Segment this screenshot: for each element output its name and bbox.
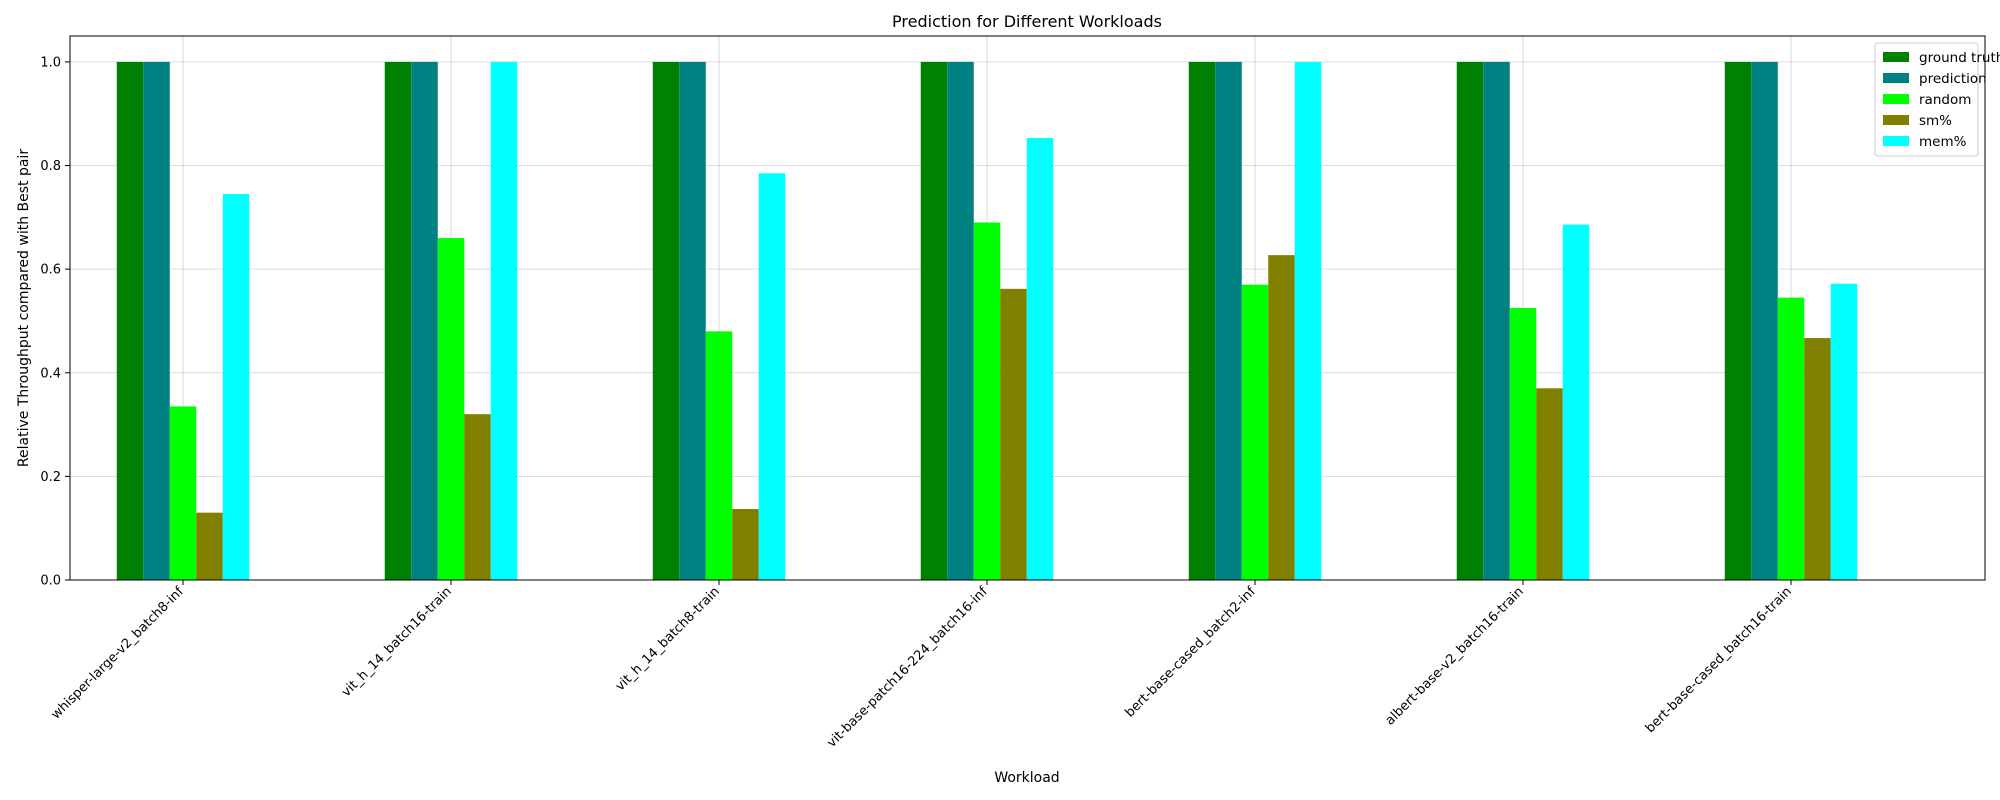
legend-swatch — [1883, 52, 1909, 62]
bar-random — [973, 222, 1001, 580]
bar-ground-truth — [1724, 61, 1752, 580]
y-tick-label: 0.6 — [40, 263, 61, 278]
legend-swatch — [1883, 136, 1909, 146]
y-tick-label: 0.4 — [40, 366, 61, 381]
legend: ground truth prediction random sm% mem% — [1874, 42, 2000, 157]
x-tick-label: albert-base-v2_batch16-train — [1383, 584, 1527, 728]
bar-ground-truth — [652, 61, 680, 580]
bar-mem — [490, 61, 518, 580]
legend-label: random — [1919, 92, 1971, 108]
x-tick-label: whisper-large-v2_batch8-inf — [49, 584, 188, 723]
bar-random — [1509, 308, 1537, 580]
bar-sm — [1804, 338, 1831, 580]
bar-mem — [1294, 61, 1322, 580]
x-tick-label: bert-base-cased_batch16-train — [1643, 584, 1795, 736]
legend-swatch — [1883, 115, 1909, 125]
bar-sm — [1536, 388, 1563, 580]
bar-random — [1777, 297, 1805, 580]
y-tick-label: 0.2 — [40, 470, 61, 485]
bar-sm — [1268, 255, 1295, 580]
plot-frame — [69, 35, 1986, 581]
bar-sm — [196, 512, 223, 580]
legend-swatch — [1883, 94, 1909, 104]
bar-ground-truth — [116, 61, 144, 580]
bar-ground-truth — [1188, 61, 1216, 580]
y-tick-label: 0.8 — [40, 159, 61, 174]
bar-mem — [222, 194, 250, 580]
bar-prediction — [1483, 61, 1510, 580]
chart-title: Prediction for Different Workloads — [892, 12, 1162, 31]
x-axis: whisper-large-v2_batch8-inf vit_h_14_batc… — [49, 580, 1795, 751]
bar-prediction — [411, 61, 438, 580]
bar-random — [705, 331, 733, 580]
bar-sm — [732, 509, 759, 580]
bar-prediction — [1215, 61, 1242, 580]
bar-sm — [464, 414, 491, 580]
x-tick-label: vit_h_14_batch16-train — [339, 584, 455, 700]
x-tick-label: vit-base-patch16-224_batch16-inf — [824, 584, 991, 751]
bar-ground-truth — [1456, 61, 1484, 580]
bar-random — [1241, 284, 1269, 580]
x-axis-label: Workload — [994, 770, 1059, 786]
bar-random — [169, 406, 197, 580]
x-tick-label: bert-base-cased_batch2-inf — [1123, 584, 1260, 721]
bar-mem — [1562, 224, 1590, 580]
bar-ground-truth — [920, 61, 948, 580]
bar-prediction — [143, 61, 170, 580]
legend-swatch — [1883, 73, 1909, 83]
bar-prediction — [947, 61, 974, 580]
x-tick-label: vit_h_14_batch8-train — [613, 584, 723, 694]
legend-box — [1874, 42, 1979, 157]
legend-label: mem% — [1919, 134, 1967, 150]
y-tick-label: 1.0 — [40, 55, 61, 70]
legend-label: ground truth — [1919, 50, 2000, 66]
y-axis-label: Relative Throughput compared with Best p… — [16, 149, 32, 467]
y-tick-label: 0.0 — [40, 574, 61, 589]
legend-label: prediction — [1919, 71, 1987, 87]
bar-prediction — [1751, 61, 1778, 580]
bar-mem — [1830, 283, 1858, 580]
bar-prediction — [679, 61, 706, 580]
bar-mem — [758, 173, 786, 581]
bar-mem — [1026, 138, 1054, 580]
bar-sm — [1000, 288, 1027, 580]
y-axis: 0.0 0.2 0.4 0.6 0.8 1.0 — [40, 55, 70, 589]
bar-random — [437, 238, 465, 581]
legend-label: sm% — [1919, 113, 1952, 129]
bars — [116, 61, 1858, 581]
bar-ground-truth — [384, 61, 412, 580]
